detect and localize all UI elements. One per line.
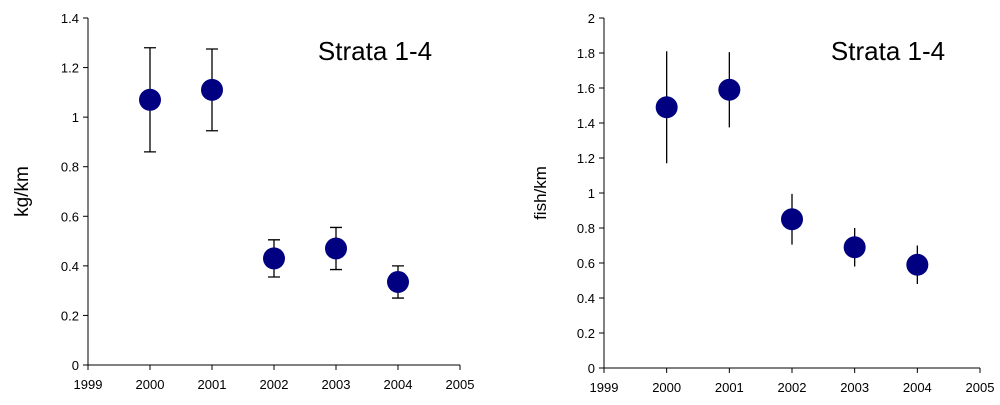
y-tick-label: 0	[72, 358, 79, 373]
point	[325, 237, 347, 260]
x-tick-label: 2001	[198, 377, 227, 392]
y-tick-label: 1.8	[577, 46, 595, 61]
point	[201, 78, 223, 101]
y-axis-label: kg/km	[12, 166, 33, 217]
x-tick-label: 1999	[74, 377, 103, 392]
x-tick-label: 2002	[778, 380, 807, 395]
x-tick-label: 2005	[966, 380, 995, 395]
x-tick-label: 2001	[715, 380, 744, 395]
x-tick-label: 2000	[652, 380, 681, 395]
y-tick-label: 1.4	[577, 116, 595, 131]
annotation: Strata 1-4	[831, 36, 945, 66]
y-tick-label: 0.2	[577, 326, 595, 341]
y-tick-label: 1	[72, 110, 79, 125]
y-tick-label: 0.4	[577, 291, 595, 306]
y-tick-label: 0.2	[61, 308, 79, 323]
y-tick-label: 0.8	[577, 221, 595, 236]
y-tick-label: 1.2	[577, 151, 595, 166]
y-tick-label: 1.2	[61, 61, 79, 76]
y-tick-label: 2	[588, 11, 595, 26]
x-tick-label: 2002	[260, 377, 289, 392]
x-tick-label: 2003	[840, 380, 869, 395]
y-axis-label: fish/km	[531, 166, 550, 220]
point	[139, 88, 161, 111]
y-tick-label: 1	[588, 186, 595, 201]
x-tick-label: 2003	[322, 377, 351, 392]
point	[906, 253, 929, 276]
y-tick-label: 1.6	[577, 81, 595, 96]
point	[263, 247, 285, 270]
point	[387, 270, 409, 293]
y-tick-label: 0.4	[61, 259, 79, 274]
x-tick-label: 2004	[384, 377, 413, 392]
point	[718, 78, 741, 101]
y-tick-label: 1.4	[61, 11, 79, 26]
point	[843, 236, 866, 259]
point	[655, 96, 678, 119]
y-tick-label: 0	[588, 361, 595, 376]
annotation: Strata 1-4	[318, 36, 432, 66]
y-tick-label: 0.6	[577, 256, 595, 271]
x-tick-label: 2004	[903, 380, 932, 395]
x-tick-label: 2005	[446, 377, 475, 392]
point	[781, 208, 803, 231]
y-tick-label: 0.6	[61, 209, 79, 224]
x-tick-label: 1999	[590, 380, 619, 395]
x-tick-label: 2000	[136, 377, 165, 392]
y-tick-label: 0.8	[61, 160, 79, 175]
